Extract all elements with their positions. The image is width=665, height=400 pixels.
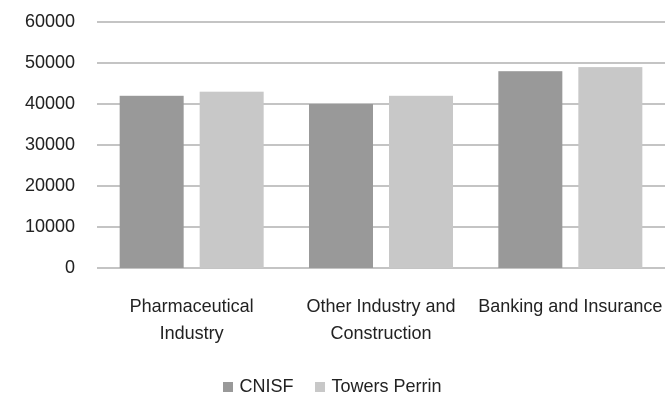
bar — [578, 67, 643, 268]
y-tick-label: 60000 — [25, 11, 75, 31]
y-tick-label: 40000 — [25, 93, 75, 113]
y-tick-label: 30000 — [25, 134, 75, 154]
y-tick-label: 20000 — [25, 175, 75, 195]
x-tick-label: Other Industry and Construction — [306, 296, 456, 343]
bar — [199, 91, 264, 268]
bar — [498, 71, 563, 268]
x-tick-label: Pharmaceutical Industry — [129, 296, 254, 343]
bar — [309, 104, 373, 268]
legend-item: Towers Perrin — [315, 376, 442, 397]
x-tick-label: Banking and Insurance — [478, 296, 663, 316]
bar — [119, 95, 184, 268]
y-tick-label: 50000 — [25, 52, 75, 72]
y-tick-label: 0 — [65, 257, 75, 277]
legend: CNISF Towers Perrin — [0, 376, 665, 397]
legend-swatch — [223, 381, 234, 392]
legend-item: CNISF — [223, 376, 293, 397]
bar — [389, 95, 453, 268]
legend-swatch — [315, 381, 326, 392]
legend-label: CNISF — [239, 376, 294, 396]
legend-label: Towers Perrin — [331, 376, 442, 396]
y-tick-label: 10000 — [25, 216, 75, 236]
